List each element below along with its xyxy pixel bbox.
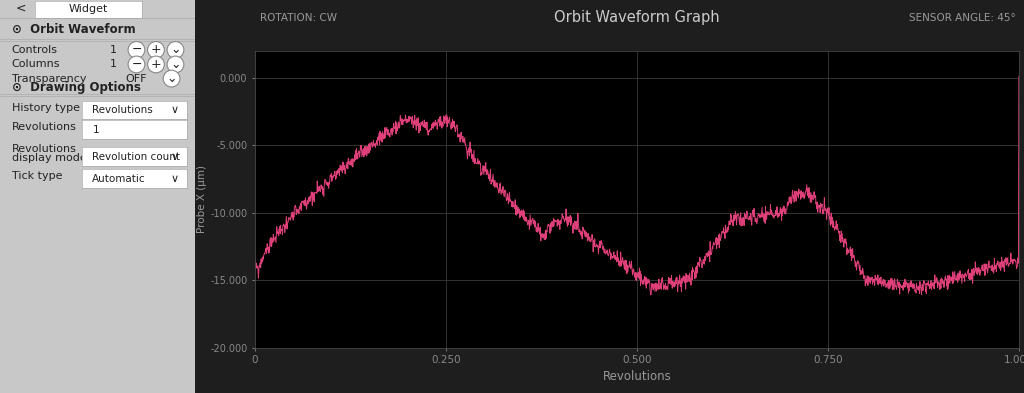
Text: Widget: Widget xyxy=(69,4,109,15)
Text: Revolutions: Revolutions xyxy=(92,105,154,115)
Text: Orbit Waveform Graph: Orbit Waveform Graph xyxy=(554,10,720,25)
Text: Tick type: Tick type xyxy=(11,171,62,181)
Text: 1: 1 xyxy=(92,125,99,134)
Text: ⌄: ⌄ xyxy=(170,58,180,71)
Text: 1: 1 xyxy=(110,45,117,55)
Text: History type: History type xyxy=(11,103,80,113)
Y-axis label: Probe X (µm): Probe X (µm) xyxy=(198,165,207,233)
Text: ∨: ∨ xyxy=(171,174,179,184)
Text: ⊙  Orbit Waveform: ⊙ Orbit Waveform xyxy=(11,23,135,36)
Text: ∨: ∨ xyxy=(171,152,179,162)
Text: Controls: Controls xyxy=(11,45,57,55)
Text: Revolution count: Revolution count xyxy=(92,152,180,162)
Text: SENSOR ANGLE: 45°: SENSOR ANGLE: 45° xyxy=(909,13,1016,23)
Text: ⊙  Drawing Options: ⊙ Drawing Options xyxy=(11,81,140,94)
Text: +: + xyxy=(151,43,162,57)
X-axis label: Revolutions: Revolutions xyxy=(602,369,672,383)
Text: 1: 1 xyxy=(110,59,117,70)
Text: Automatic: Automatic xyxy=(92,174,146,184)
Text: −: − xyxy=(131,43,141,57)
Text: +: + xyxy=(151,58,162,71)
Text: <: < xyxy=(15,1,26,15)
Text: Revolutions: Revolutions xyxy=(11,121,77,132)
Text: ROTATION: CW: ROTATION: CW xyxy=(260,13,337,23)
Text: ⌄: ⌄ xyxy=(170,43,180,57)
Text: display mode: display mode xyxy=(11,153,86,163)
Text: Transparency: Transparency xyxy=(11,73,86,84)
Text: OFF: OFF xyxy=(126,73,147,84)
Text: ∨: ∨ xyxy=(171,105,179,115)
Text: Columns: Columns xyxy=(11,59,60,70)
Text: ⌄: ⌄ xyxy=(166,72,177,85)
Text: Revolutions: Revolutions xyxy=(11,143,77,154)
Text: −: − xyxy=(131,58,141,71)
